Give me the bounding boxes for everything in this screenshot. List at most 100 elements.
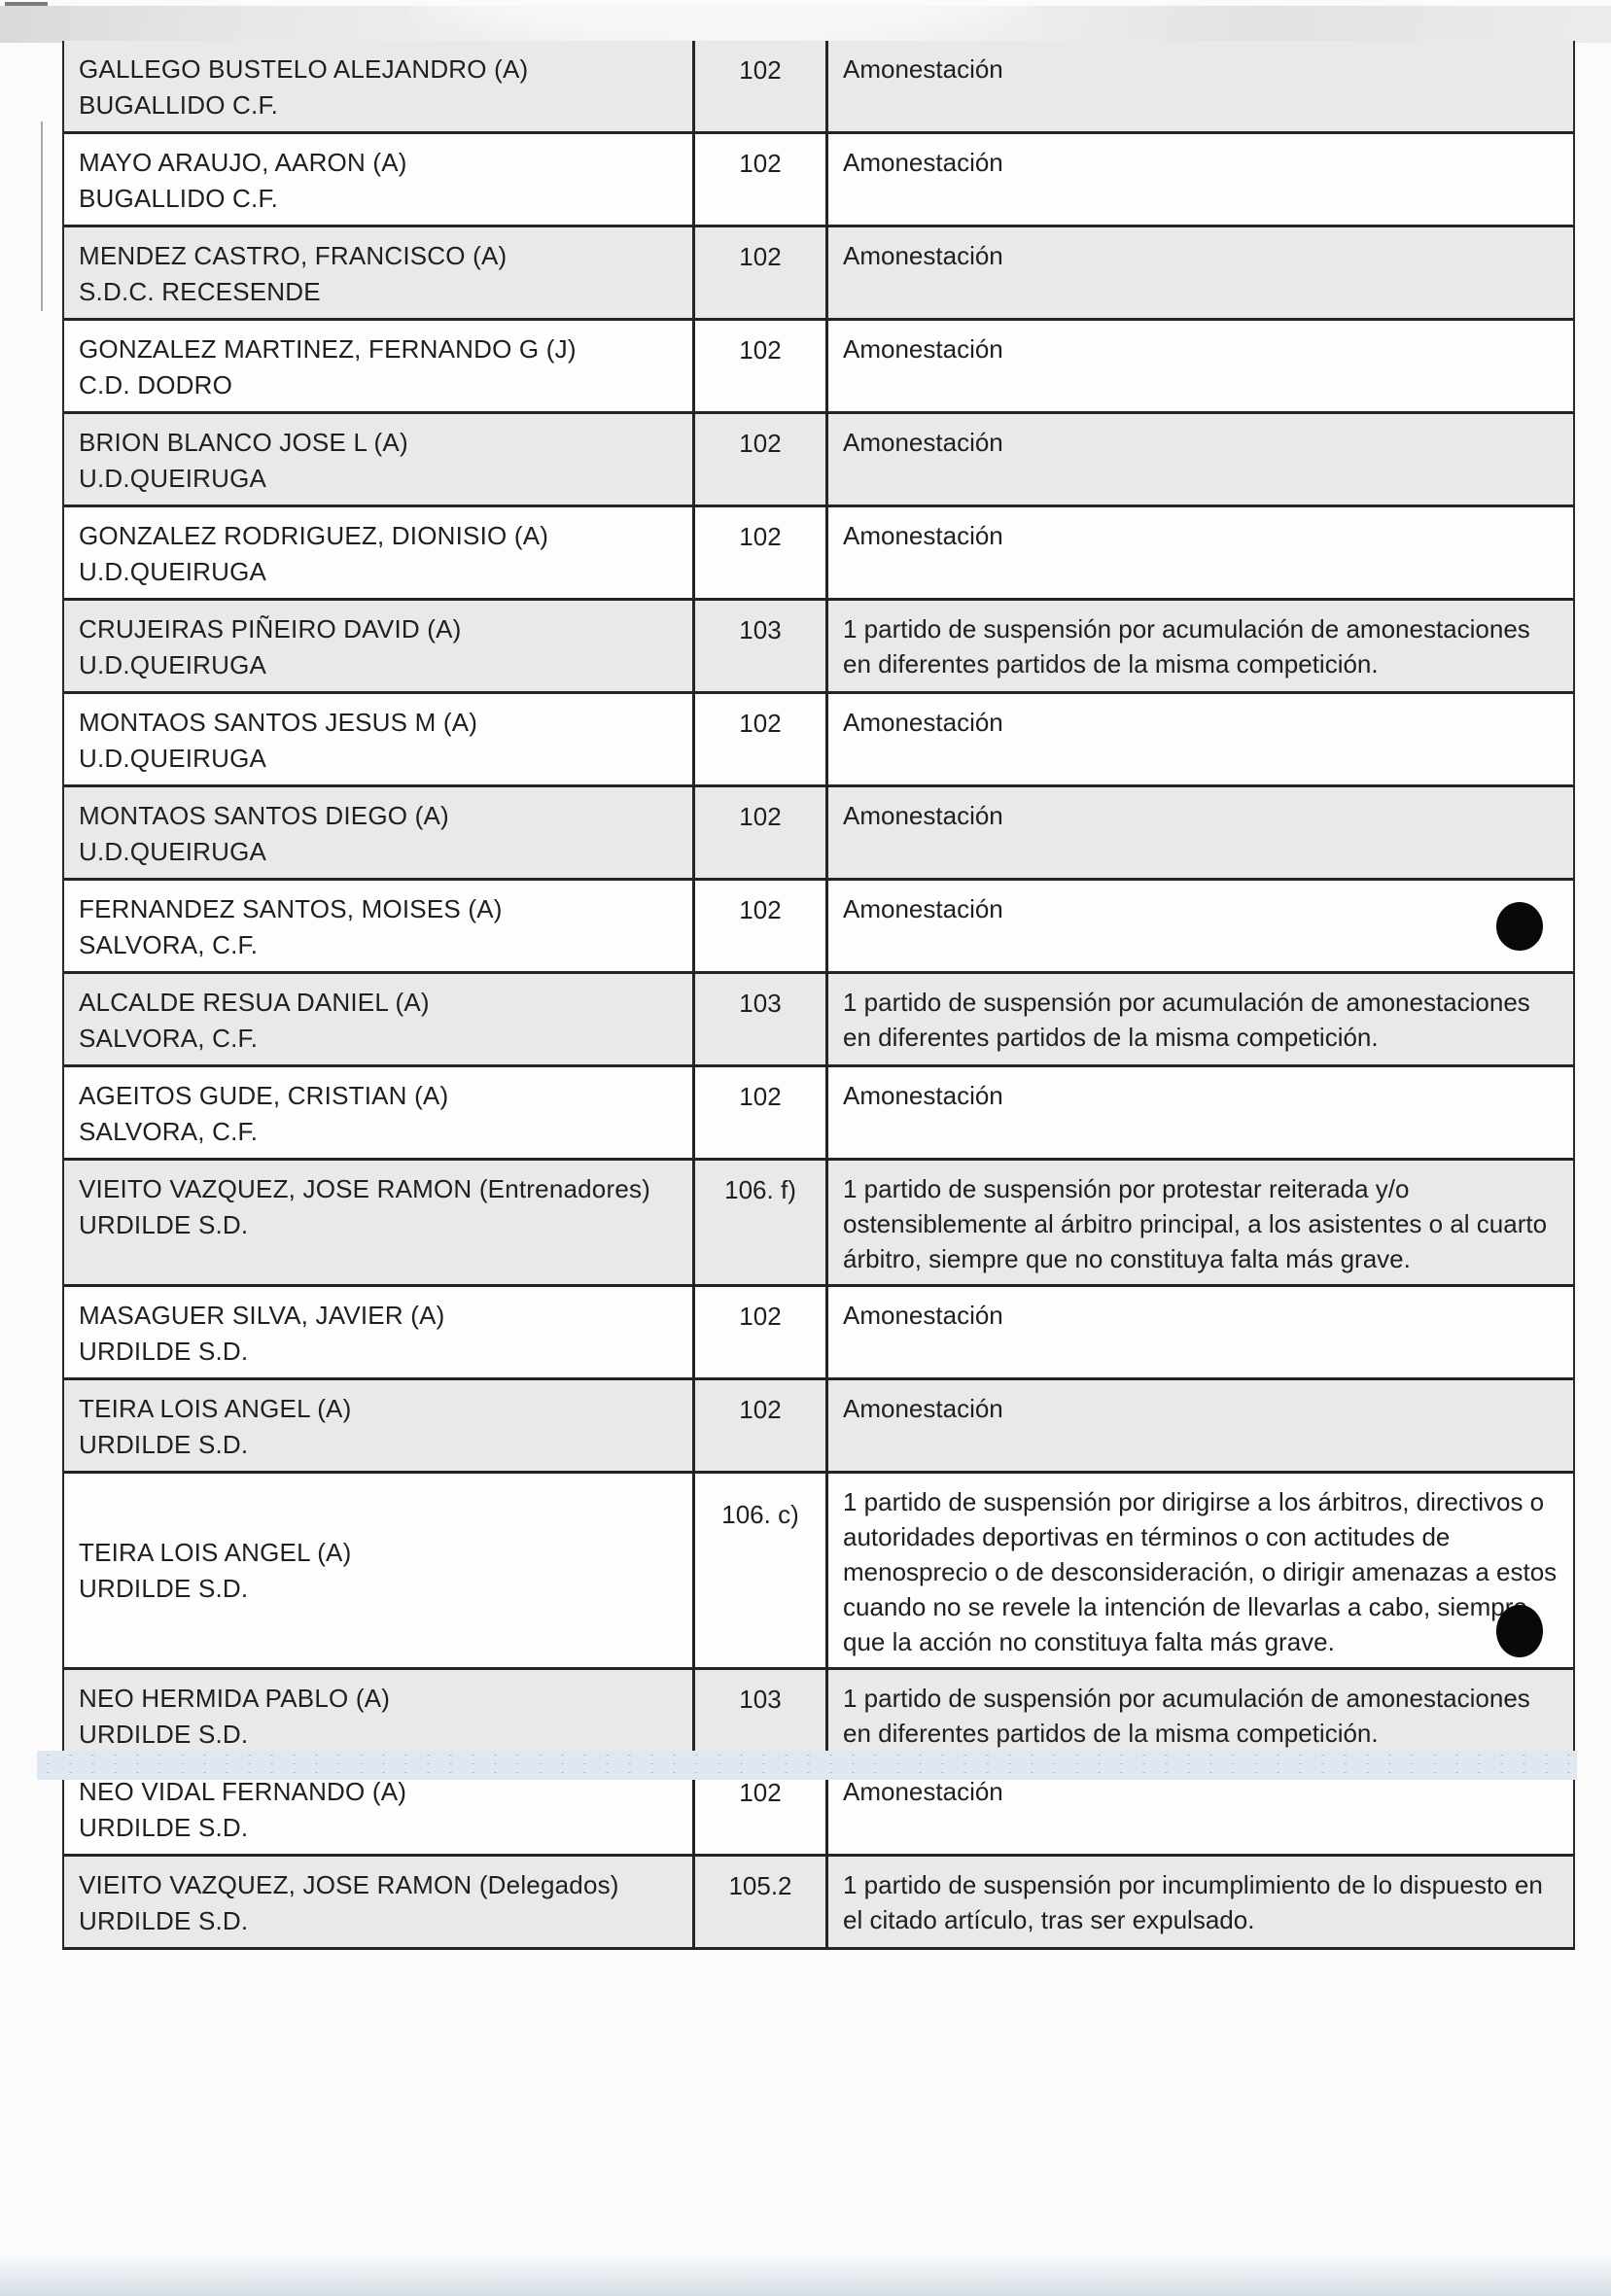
player-name: MASAGUER SILVA, JAVIER (A) (79, 1301, 445, 1330)
table-row: MENDEZ CASTRO, FRANCISCO (A) S.D.C. RECES… (64, 225, 1573, 318)
club-name: SALVORA, C.F. (79, 930, 259, 959)
sanction-text: Amonestación (843, 1081, 1003, 1110)
sanction-text: Amonestación (843, 241, 1003, 270)
sanction-cell: 1 partido de suspensión por protestar re… (828, 1161, 1573, 1284)
sanction-cell: Amonestación (828, 134, 1573, 225)
player-name: BRION BLANCO JOSE L (A) (79, 428, 408, 457)
player-name: GALLEGO BUSTELO ALEJANDRO (A) (79, 54, 529, 84)
player-club-cell: GONZALEZ RODRIGUEZ, DIONISIO (A) U.D.QUEI… (64, 507, 695, 598)
club-name: U.D.QUEIRUGA (79, 650, 267, 679)
table-row: BRION BLANCO JOSE L (A) U.D.QUEIRUGA 102 Am… (64, 411, 1573, 504)
player-name: CRUJEIRAS PIÑEIRO DAVID (A) (79, 614, 462, 644)
article-number: 102 (695, 414, 828, 504)
sanction-text: Amonestación (843, 521, 1003, 550)
club-name: U.D.QUEIRUGA (79, 837, 267, 866)
club-name: SALVORA, C.F. (79, 1024, 259, 1053)
sanction-cell: Amonestación (828, 227, 1573, 318)
player-club-cell: ALCALDE RESUA DANIEL (A) SALVORA, C.F. (64, 974, 695, 1064)
player-club-cell: MASAGUER SILVA, JAVIER (A) URDILDE S.D. (64, 1287, 695, 1377)
player-name: VIEITO VAZQUEZ, JOSE RAMON (Delegados) (79, 1870, 619, 1899)
player-name: MENDEZ CASTRO, FRANCISCO (A) (79, 241, 508, 270)
scan-artifact-top-band (0, 6, 1611, 43)
sanction-cell: Amonestación (828, 881, 1573, 971)
table-row: VIEITO VAZQUEZ, JOSE RAMON (Entrenadores… (64, 1158, 1573, 1284)
article-number: 102 (695, 694, 828, 784)
player-club-cell: TEIRA LOIS ANGEL (A) URDILDE S.D. (64, 1474, 695, 1667)
sanction-text: 1 partido de suspensión por acumulación … (843, 988, 1530, 1052)
player-club-cell: MONTAOS SANTOS DIEGO (A) U.D.QUEIRUGA (64, 787, 695, 878)
club-name: URDILDE S.D. (79, 1720, 249, 1749)
player-club-cell: BRION BLANCO JOSE L (A) U.D.QUEIRUGA (64, 414, 695, 504)
sanction-text: Amonestación (843, 1777, 1003, 1806)
sanction-cell: Amonestación (828, 41, 1573, 131)
article-number: 106. f) (695, 1161, 828, 1284)
article-number: 102 (695, 1763, 828, 1854)
sanction-text: Amonestación (843, 148, 1003, 177)
table-row: CRUJEIRAS PIÑEIRO DAVID (A) U.D.QUEIRUGA 1… (64, 598, 1573, 691)
player-club-cell: VIEITO VAZQUEZ, JOSE RAMON (Delegados) UR… (64, 1857, 695, 1947)
article-number: 103 (695, 974, 828, 1064)
table-row: ALCALDE RESUA DANIEL (A) SALVORA, C.F. 103… (64, 971, 1573, 1064)
club-name: SALVORA, C.F. (79, 1117, 259, 1146)
sanction-cell: Amonestación (828, 787, 1573, 878)
sanction-text: 1 partido de suspensión por acumulación … (843, 1684, 1530, 1748)
table-row: GONZALEZ MARTINEZ, FERNANDO G (J) C.D. DO… (64, 318, 1573, 411)
article-number: 102 (695, 1380, 828, 1471)
sanctions-table: GALLEGO BUSTELO ALEJANDRO (A) BUGALLIDO C… (62, 41, 1575, 1950)
sanction-text: Amonestación (843, 334, 1003, 364)
table-row: MASAGUER SILVA, JAVIER (A) URDILDE S.D. 10… (64, 1284, 1573, 1377)
sanction-cell: 1 partido de suspensión por acumulación … (828, 974, 1573, 1064)
article-number: 102 (695, 507, 828, 598)
scan-artifact-left-edge-mark (41, 122, 43, 311)
table-row: MONTAOS SANTOS JESUS M (A) U.D.QUEIRUGA 10… (64, 691, 1573, 784)
table-row: NEO HERMIDA PABLO (A) URDILDE S.D. 103 1 pa… (64, 1667, 1573, 1760)
club-name: URDILDE S.D. (79, 1906, 249, 1935)
player-name: GONZALEZ MARTINEZ, FERNANDO G (J) (79, 334, 577, 364)
sanction-cell: 1 partido de suspensión por dirigirse a … (828, 1474, 1573, 1667)
player-name: MONTAOS SANTOS DIEGO (A) (79, 801, 449, 830)
article-number: 102 (695, 321, 828, 411)
player-club-cell: VIEITO VAZQUEZ, JOSE RAMON (Entrenadores… (64, 1161, 695, 1284)
player-name: ALCALDE RESUA DANIEL (A) (79, 988, 430, 1017)
sanction-text: 1 partido de suspensión por dirigirse a … (843, 1487, 1558, 1656)
club-name: BUGALLIDO C.F. (79, 184, 279, 213)
table-row: VIEITO VAZQUEZ, JOSE RAMON (Delegados) UR… (64, 1854, 1573, 1947)
scan-artifact-bottom-band (0, 2253, 1611, 2296)
sanction-cell: Amonestación (828, 694, 1573, 784)
redaction-dot (1496, 901, 1543, 951)
sanction-text: 1 partido de suspensión por acumulación … (843, 614, 1530, 678)
player-name: MAYO ARAUJO, AARON (A) (79, 148, 407, 177)
article-number: 105.2 (695, 1857, 828, 1947)
sanction-cell: Amonestación (828, 1763, 1573, 1854)
sanction-cell: 1 partido de suspensión por acumulación … (828, 601, 1573, 691)
scan-artifact-top-tick (5, 2, 48, 6)
player-club-cell: AGEITOS GUDE, CRISTIAN (A) SALVORA, C.F. (64, 1067, 695, 1158)
sanction-cell: Amonestación (828, 321, 1573, 411)
table-row: MAYO ARAUJO, AARON (A) BUGALLIDO C.F. 102 A… (64, 131, 1573, 225)
player-club-cell: MONTAOS SANTOS JESUS M (A) U.D.QUEIRUGA (64, 694, 695, 784)
sanction-text: Amonestación (843, 54, 1003, 84)
table-row: AGEITOS GUDE, CRISTIAN (A) SALVORA, C.F. 1… (64, 1064, 1573, 1158)
club-name: U.D.QUEIRUGA (79, 744, 267, 773)
player-name: TEIRA LOIS ANGEL (A) (79, 1537, 352, 1567)
sanction-cell: 1 partido de suspensión por incumplimien… (828, 1857, 1573, 1947)
player-club-cell: NEO HERMIDA PABLO (A) URDILDE S.D. (64, 1670, 695, 1760)
player-name: GONZALEZ RODRIGUEZ, DIONISIO (A) (79, 521, 549, 550)
table-row: FERNANDEZ SANTOS, MOISES (A) SALVORA, C.F… (64, 878, 1573, 971)
article-number: 106. c) (695, 1474, 828, 1667)
player-club-cell: MAYO ARAUJO, AARON (A) BUGALLIDO C.F. (64, 134, 695, 225)
article-number: 102 (695, 41, 828, 131)
sanction-cell: 1 partido de suspensión por acumulación … (828, 1670, 1573, 1760)
scan-artifact-blue-band (37, 1751, 1577, 1780)
club-name: U.D.QUEIRUGA (79, 464, 267, 493)
player-name: VIEITO VAZQUEZ, JOSE RAMON (Entrenadores… (79, 1174, 651, 1203)
sanction-text: 1 partido de suspensión por incumplimien… (843, 1870, 1543, 1934)
player-club-cell: MENDEZ CASTRO, FRANCISCO (A) S.D.C. RECES… (64, 227, 695, 318)
player-club-cell: FERNANDEZ SANTOS, MOISES (A) SALVORA, C.F… (64, 881, 695, 971)
club-name: URDILDE S.D. (79, 1430, 249, 1459)
article-number: 103 (695, 1670, 828, 1760)
sanction-cell: Amonestación (828, 1380, 1573, 1471)
article-number: 102 (695, 881, 828, 971)
player-name: AGEITOS GUDE, CRISTIAN (A) (79, 1081, 449, 1110)
